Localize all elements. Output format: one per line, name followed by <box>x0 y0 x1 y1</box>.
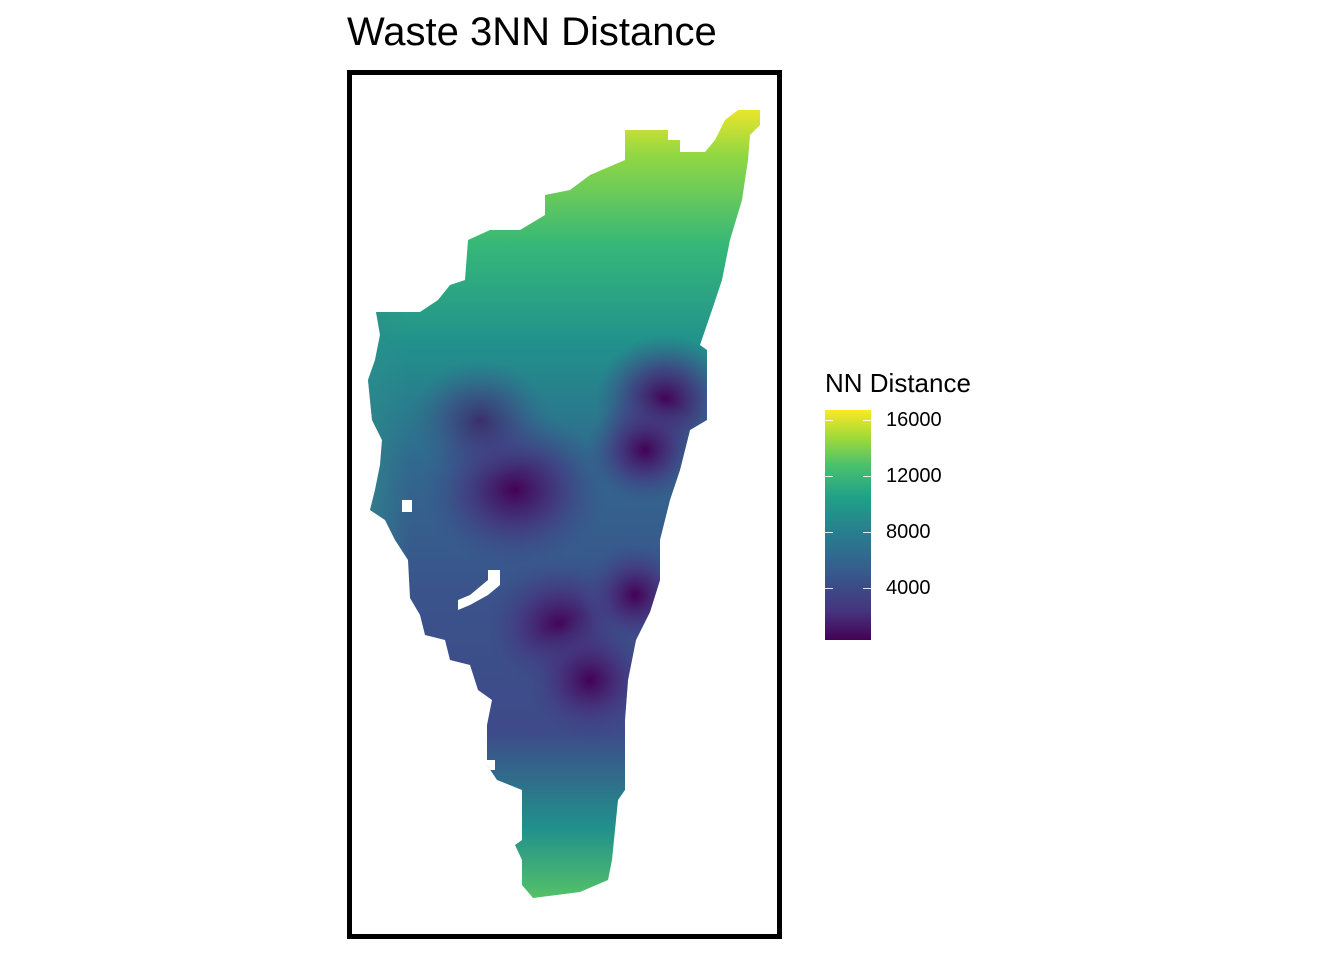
legend-colorbar <box>825 410 871 640</box>
map-title: Waste 3NN Distance <box>347 10 717 54</box>
legend-tick-label: 12000 <box>886 465 942 487</box>
legend-tick-label: 8000 <box>886 521 931 543</box>
nn-distance-raster <box>368 110 760 898</box>
raster-gap <box>458 570 500 610</box>
hotspot-6 <box>520 615 660 745</box>
raster-gap <box>487 760 495 770</box>
raster-gap <box>402 500 412 512</box>
hotspot-3 <box>585 395 705 505</box>
legend-title: NN Distance <box>825 368 971 398</box>
legend-tick-label: 16000 <box>886 409 942 431</box>
hotspot-7 <box>410 360 550 480</box>
legend-tick-label: 4000 <box>886 577 931 599</box>
map-frame <box>347 70 782 939</box>
